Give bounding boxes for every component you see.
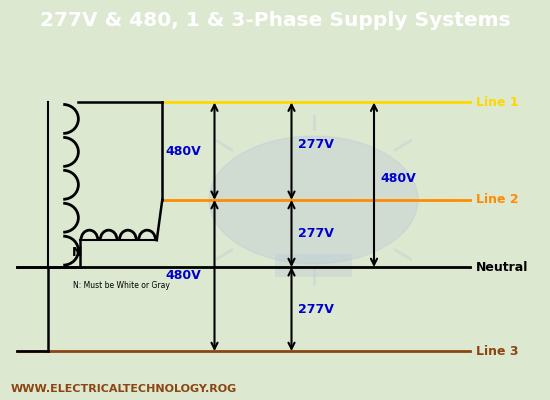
Circle shape	[209, 136, 418, 264]
Text: 277V & 480, 1 & 3-Phase Supply Systems: 277V & 480, 1 & 3-Phase Supply Systems	[40, 12, 510, 30]
Text: N: Must be White or Gray: N: Must be White or Gray	[73, 281, 169, 290]
FancyBboxPatch shape	[275, 254, 352, 277]
Text: Line 3: Line 3	[476, 345, 518, 358]
Text: 277V: 277V	[298, 227, 334, 240]
Text: Line 1: Line 1	[476, 96, 518, 109]
Text: N: N	[72, 246, 82, 258]
Text: 480V: 480V	[381, 172, 416, 184]
Text: 480V: 480V	[165, 269, 201, 282]
Text: 277V: 277V	[298, 138, 334, 151]
Text: Line 2: Line 2	[476, 194, 518, 206]
Text: 480V: 480V	[165, 145, 201, 158]
Text: WWW.ELECTRICALTECHNOLOGY.ROG: WWW.ELECTRICALTECHNOLOGY.ROG	[11, 384, 237, 394]
Text: 277V: 277V	[298, 303, 334, 316]
Text: Neutral: Neutral	[476, 261, 528, 274]
